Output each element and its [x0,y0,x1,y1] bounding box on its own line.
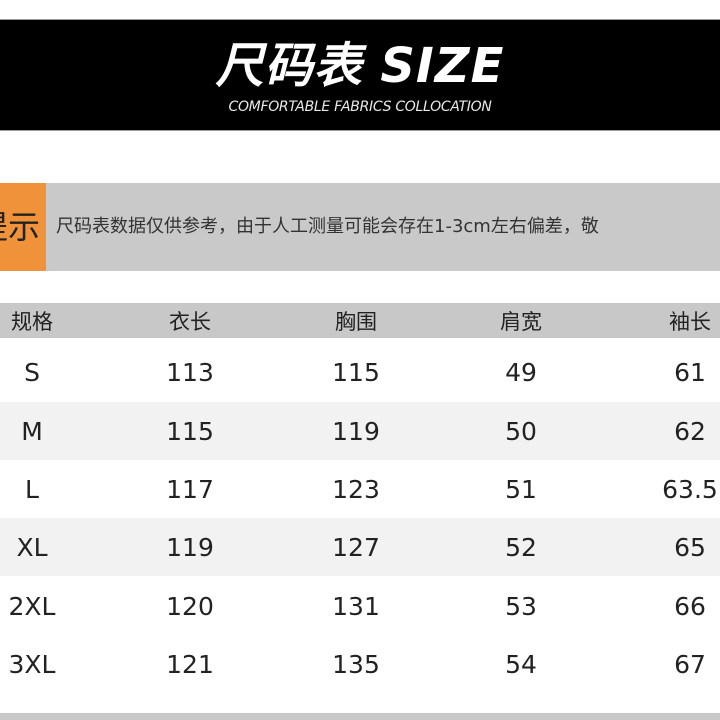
table-cell: 51 [505,474,537,504]
table-cell: 67 [674,649,706,679]
tip-label: 提示 [0,208,40,246]
table-cell: 65 [674,532,706,562]
table-cell: 66 [674,591,706,621]
table-cell: 50 [505,416,537,446]
table-cell: 53 [505,591,537,621]
table-cell: 123 [332,474,380,504]
header-shoulder: 肩宽 [500,309,542,334]
table-cell: 62 [674,416,706,446]
table-row: L 117 123 51 63.5 [0,460,720,518]
page-title: 尺码表 SIZE [215,38,505,94]
header-chest: 胸围 [335,309,377,334]
table-cell: 115 [332,357,380,387]
table-cell: L [25,474,39,504]
table-cell: 119 [166,532,214,562]
table-cell: 131 [332,591,380,621]
table-cell: M [21,416,43,446]
table-cell: 115 [166,416,214,446]
table-cell: 121 [166,649,214,679]
header-size: 规格 [11,309,53,334]
tip-label-box: 提示 [0,183,46,271]
header-length: 衣长 [169,309,211,334]
table-cell: 117 [166,474,214,504]
table-header: 规格 衣长 胸围 肩宽 袖长 [0,303,720,338]
table-row: 3XL 121 135 54 67 [0,635,720,693]
table-row: 2XL 120 131 53 66 [0,577,720,635]
table-cell: 49 [505,357,537,387]
table-cell: 135 [332,649,380,679]
table-cell: 63.5 [662,474,718,504]
title-banner [0,19,720,131]
table-cell: 127 [332,532,380,562]
table-cell: 52 [505,532,537,562]
table-cell: 113 [166,357,214,387]
table-row: S 113 115 49 61 [0,343,720,401]
table-cell: 120 [166,591,214,621]
header-sleeve: 袖长 [669,309,711,334]
table-cell: 61 [674,357,706,387]
tip-text: 尺码表数据仅供参考，由于人工测量可能会存在1-3cm左右偏差，敬 [56,216,599,237]
table-cell: S [24,357,40,387]
table-cell: 3XL [8,649,56,679]
table-cell: 2XL [8,591,56,621]
table-cell: XL [16,532,48,562]
tip-box: 提示 尺码表数据仅供参考，由于人工测量可能会存在1-3cm左右偏差，敬 [0,183,720,271]
page-subtitle: COMFORTABLE FABRICS COLLOCATION [228,99,492,115]
table-row: M 115 119 50 62 [0,402,720,460]
table-row: XL 119 127 52 65 [0,518,720,576]
table-cell: 119 [332,416,380,446]
table-cell: 54 [505,649,537,679]
bottom-bar [0,713,720,720]
